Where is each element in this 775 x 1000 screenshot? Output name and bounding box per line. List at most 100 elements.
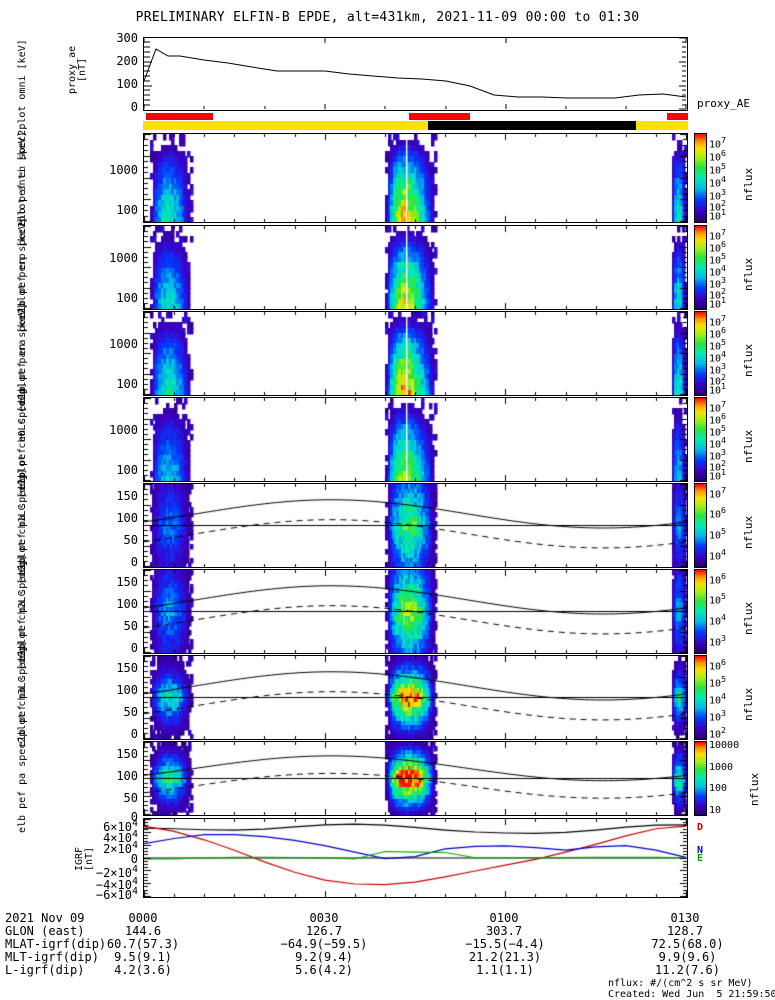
ytick-proxyae-100: 100 — [116, 77, 138, 91]
xtick-0030: 0030 — [309, 911, 339, 925]
colorbar-ch2lc — [694, 655, 707, 740]
axis-label-pa-ch2lc: elb pef pa spec2plot ch2LC [deg] — [17, 554, 28, 747]
colorbar-label-ch0lc: nflux — [742, 515, 755, 549]
ytick-ch3-0: 0 — [130, 810, 138, 824]
ytick-igrf-p4: 4×104 — [103, 829, 138, 845]
panel-pa-ch0lc — [143, 483, 688, 568]
colorbar-anti — [694, 225, 707, 310]
colorbar-gradient-para — [695, 398, 706, 481]
ytick-anti-1000: 1000 — [109, 251, 138, 265]
igrf-legend-d: D — [697, 822, 704, 833]
panel-igrf — [143, 818, 688, 898]
bottom-col0-l: 4.2(3.6) — [114, 963, 172, 977]
colorbar-ch0lc — [694, 483, 707, 568]
colorbar-gradient-ch2lc — [695, 656, 706, 739]
ytick-igrf-m6: −6×104 — [95, 886, 138, 902]
bottom-col1-l: 5.6(4.2) — [295, 963, 353, 977]
colorbar-label-ch2lc: nflux — [742, 687, 755, 721]
colorbar-gradient-ch1lc — [695, 570, 706, 653]
ytick-ch1-150: 150 — [116, 575, 138, 589]
colorbar-ch3lc — [694, 741, 707, 816]
spectrogram-pa-ch3lc — [144, 742, 687, 815]
xtick-0000: 0000 — [128, 911, 158, 925]
bottom-row-label-glon: GLON (east) — [5, 924, 85, 938]
ytick-igrf-m2: −2×104 — [95, 864, 138, 880]
panel-en-anti — [143, 225, 688, 310]
axis-label-en-para: elb pef en spec2plot para [keV] — [17, 303, 28, 490]
ytick-ch3-100: 100 — [116, 769, 138, 783]
status-seg-eclipse — [428, 121, 636, 130]
colorbar-gradient-ch3lc — [695, 742, 706, 815]
bottom-col2-glon: 303.7 — [485, 924, 523, 938]
status-seg-red-2 — [409, 113, 470, 120]
panel-en-perp — [143, 311, 688, 396]
spectrogram-omni — [144, 134, 687, 222]
ytick-anti-100: 100 — [116, 291, 138, 305]
panel-en-omni — [143, 133, 688, 223]
ytick-ch0-100: 100 — [116, 511, 138, 525]
bottom-col0-glon: 144.6 — [124, 924, 162, 938]
ytick-ch2-0: 0 — [130, 727, 138, 741]
proxy-ae-trace — [144, 38, 687, 110]
colorbar-perp — [694, 311, 707, 396]
ytick-omni-100: 100 — [116, 203, 138, 217]
status-bar-mode — [143, 121, 688, 130]
bottom-col3-mlt: 9.9(9.6) — [658, 950, 717, 964]
ytick-proxyae-200: 200 — [116, 54, 138, 68]
bottom-col2-mlt: 21.2(21.3) — [468, 950, 542, 964]
ytick-ch3-50: 50 — [123, 791, 138, 805]
footer-created: Created: Wed Jun 5 21:59:50 2024 — [608, 989, 775, 1000]
ytick-ch0-0: 0 — [130, 555, 138, 569]
colorbar-gradient-ch0lc — [695, 484, 706, 567]
ytick-ch0-50: 50 — [123, 533, 138, 547]
status-seg-red-3 — [667, 113, 688, 120]
ytick-ch1-100: 100 — [116, 597, 138, 611]
bottom-col1-glon: 126.7 — [305, 924, 343, 938]
page-title: PRELIMINARY ELFIN-B EPDE, alt=431km, 202… — [135, 10, 640, 25]
colorbar-label-omni: nflux — [742, 167, 755, 201]
colorbar-label-anti: nflux — [742, 257, 755, 291]
bottom-col2-l: 1.1(1.1) — [476, 963, 534, 977]
spectrogram-pa-ch0lc — [144, 484, 687, 567]
bottom-col1-mlat: −64.9(−59.5) — [280, 937, 368, 951]
igrf-legend-n: N — [697, 845, 704, 856]
igrf-legend-e: E — [697, 853, 704, 864]
ytick-ch0-150: 150 — [116, 489, 138, 503]
ytick-para-100: 100 — [116, 463, 138, 477]
ytick-igrf-0: 0 — [130, 852, 138, 866]
colorbar-label-ch1lc: nflux — [742, 601, 755, 635]
ytick-perp-100: 100 — [116, 377, 138, 391]
axis-label-pa-ch3lc: elb pef pa spec2plot ch3LC [deg] — [17, 640, 28, 833]
colorbar-gradient-anti — [695, 226, 706, 309]
colorbar-ch1lc — [694, 569, 707, 654]
bottom-col3-l: 11.2(7.6) — [654, 963, 721, 977]
panel-pa-ch1lc — [143, 569, 688, 654]
colorbar-label-perp: nflux — [742, 343, 755, 377]
bottom-row-label-mlt: MLT-igrf(dip) — [5, 950, 99, 964]
panel-proxy-ae — [143, 37, 688, 111]
ytick-perp-1000: 1000 — [109, 337, 138, 351]
footer-units: nflux: #/(cm^2 s sr MeV) — [608, 978, 753, 989]
axis-label-en-omni: elb pef en spec2plot omni [keV] — [17, 39, 28, 226]
panel-pa-ch3lc — [143, 741, 688, 816]
ytick-proxyae-0: 0 — [130, 100, 138, 114]
bottom-col2-mlat: −15.5(−4.4) — [465, 937, 545, 951]
status-seg-red-1 — [146, 113, 213, 120]
spectrogram-pa-ch2lc — [144, 656, 687, 739]
panel-pa-ch2lc — [143, 655, 688, 740]
ytick-igrf-p6: 6×104 — [103, 818, 138, 834]
bottom-col0-mlt: 9.5(9.1) — [114, 950, 172, 964]
status-seg-science-2 — [636, 121, 688, 130]
bottom-col1-mlt: 9.2(9.4) — [295, 950, 353, 964]
colorbar-gradient-perp — [695, 312, 706, 395]
spectrogram-perp — [144, 312, 687, 395]
ytick-ch2-100: 100 — [116, 683, 138, 697]
igrf-traces — [144, 819, 687, 897]
axis-label-pa-ch0lc: elb pef pa spec2plot ch0LC [deg] — [17, 382, 28, 575]
xtick-0130: 0130 — [670, 911, 700, 925]
axis-label-pa-ch1lc: elb pef pa spec2plot ch1LC [deg] — [17, 468, 28, 661]
bottom-col3-glon: 128.7 — [666, 924, 704, 938]
bottom-row-label-l: L-igrf(dip) — [5, 963, 85, 977]
colorbar-label-ch3lc: nflux — [748, 772, 761, 806]
colorbar-label-para: nflux — [742, 429, 755, 463]
